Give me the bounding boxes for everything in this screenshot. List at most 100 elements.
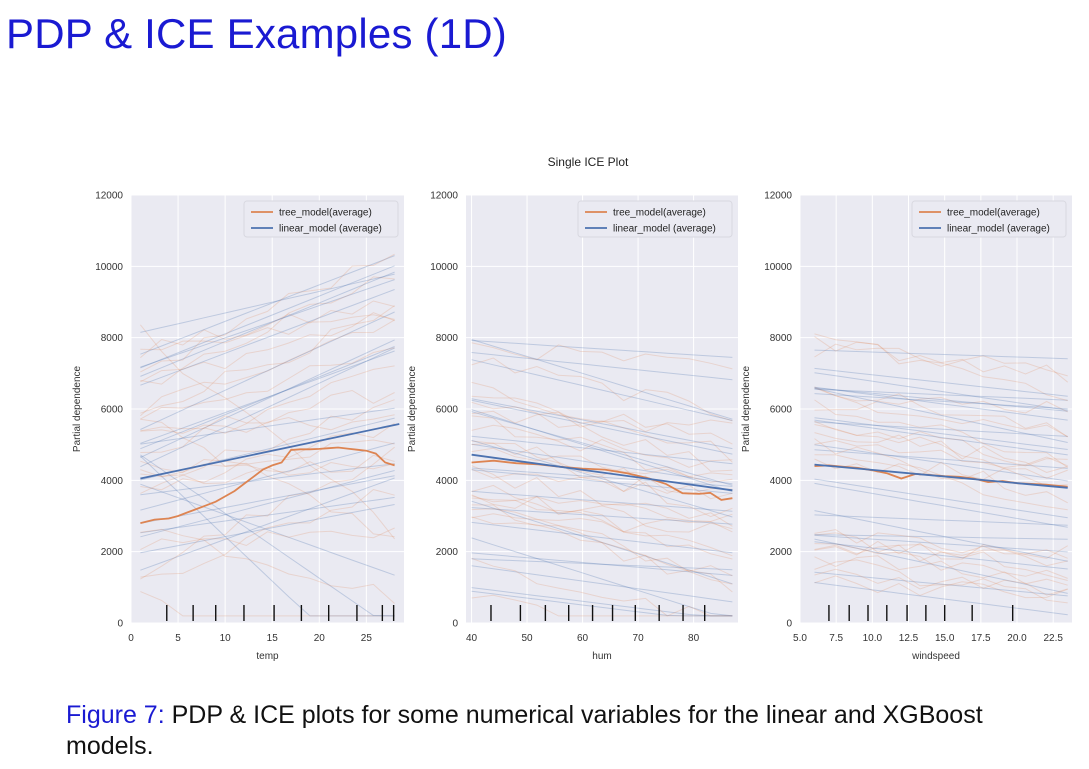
ice-line-tree <box>471 508 733 585</box>
ice-line-tree <box>471 440 733 500</box>
ice-line-tree <box>140 314 395 351</box>
ice-line-linear <box>471 399 733 455</box>
ice-line-linear <box>140 442 395 511</box>
ice-line-tree <box>471 495 733 527</box>
y-tick-label: 8000 <box>770 333 793 344</box>
legend-label: tree_model(average) <box>279 208 372 219</box>
ice-line-tree <box>471 497 733 557</box>
ice-line-linear <box>471 565 733 603</box>
ice-line-tree <box>814 575 1068 599</box>
legend-label: tree_model(average) <box>613 208 706 219</box>
y-tick-label: 6000 <box>770 405 793 416</box>
ice-line-tree <box>814 555 1068 586</box>
ice-line-tree <box>814 424 1068 467</box>
ice-line-tree <box>140 414 395 434</box>
ice-line-tree <box>814 540 1068 560</box>
ice-line-linear <box>471 469 733 494</box>
ice-line-linear <box>471 558 733 571</box>
ice-line-tree <box>814 396 1068 414</box>
ice-line-linear <box>814 393 1068 410</box>
ice-line-tree <box>140 253 395 373</box>
legend-box <box>243 200 399 238</box>
x-tick-label: 15.0 <box>935 633 955 644</box>
ice-line-linear <box>471 590 733 617</box>
legend-label: linear_model (average) <box>947 224 1050 235</box>
ice-line-linear <box>471 587 733 617</box>
ice-line-tree <box>140 422 395 491</box>
x-tick-label: 5.0 <box>793 633 807 644</box>
y-tick-label: 2000 <box>101 547 124 558</box>
ice-line-tree <box>140 488 395 578</box>
ice-line-tree <box>814 544 1068 567</box>
ice-line-tree <box>814 432 1068 474</box>
legend-label: linear_model (average) <box>613 224 716 235</box>
ice-line-linear <box>814 387 1068 443</box>
y-tick-label: 12000 <box>430 191 458 202</box>
ice-line-tree <box>471 516 733 593</box>
ice-line-linear <box>471 359 733 421</box>
ice-line-linear <box>814 478 1068 519</box>
ice-line-tree <box>471 381 733 445</box>
ice-line-linear <box>814 510 1068 562</box>
ice-line-tree <box>140 591 395 617</box>
ice-line-tree <box>814 529 1068 559</box>
ice-line-tree <box>140 527 395 551</box>
ice-line-tree <box>814 333 1069 383</box>
x-tick-label: 12.5 <box>899 633 919 644</box>
ice-line-tree <box>814 454 1068 487</box>
ice-line-linear <box>471 439 733 518</box>
y-tick-label: 12000 <box>95 191 123 202</box>
x-axis-label: temp <box>256 651 279 662</box>
ice-line-linear <box>471 537 733 617</box>
ice-line-linear <box>471 490 733 512</box>
ice-line-linear <box>140 454 395 617</box>
x-tick-label: 17.5 <box>971 633 991 644</box>
ice-line-linear <box>814 419 1068 456</box>
ice-line-linear <box>140 350 395 444</box>
ice-line-linear <box>140 470 395 538</box>
y-tick-label: 2000 <box>436 547 459 558</box>
ice-line-linear <box>814 349 1068 360</box>
y-tick-label: 4000 <box>101 476 124 487</box>
caption-label: Figure 7: <box>66 701 165 729</box>
ice-line-linear <box>814 444 1068 482</box>
ice-line-linear <box>140 271 395 377</box>
x-tick-label: 40 <box>466 633 478 644</box>
ice-line-tree <box>140 528 395 604</box>
y-axis-label: Partial dependence <box>72 365 83 452</box>
y-tick-label: 6000 <box>101 405 124 416</box>
ice-line-linear <box>471 339 733 420</box>
chart-title: Single ICE Plot <box>548 155 629 169</box>
x-tick-label: 25 <box>361 633 373 644</box>
legend-box <box>911 200 1067 238</box>
avg-line-tree <box>140 446 395 524</box>
ice-line-linear <box>140 496 395 534</box>
y-tick-label: 0 <box>452 619 458 630</box>
ice-line-tree <box>140 347 395 420</box>
x-tick-label: 5 <box>175 633 181 644</box>
ice-line-tree <box>471 447 733 478</box>
ice-line-linear <box>814 386 1068 421</box>
y-tick-label: 10000 <box>95 262 123 273</box>
ice-line-linear <box>140 407 395 445</box>
avg-line-tree <box>471 459 733 501</box>
ice-line-linear <box>471 467 733 487</box>
ice-line-tree <box>471 395 733 463</box>
ice-line-linear <box>814 571 1068 597</box>
legend-box <box>577 200 733 238</box>
ice-line-tree <box>140 418 395 538</box>
ice-line-linear <box>814 538 1068 594</box>
y-tick-label: 0 <box>117 619 123 630</box>
ice-line-linear <box>140 477 395 571</box>
ice-line-tree <box>471 557 733 617</box>
x-tick-label: 80 <box>688 633 700 644</box>
ice-line-tree <box>471 415 733 483</box>
ice-line-linear <box>140 475 395 524</box>
y-tick-label: 12000 <box>764 191 792 202</box>
ice-line-tree <box>471 342 733 370</box>
y-tick-label: 4000 <box>770 476 793 487</box>
ice-line-linear <box>814 372 1068 411</box>
y-tick-label: 4000 <box>436 476 459 487</box>
ice-line-tree <box>140 389 395 432</box>
slide-title: PDP & ICE Examples (1D) <box>6 10 507 57</box>
